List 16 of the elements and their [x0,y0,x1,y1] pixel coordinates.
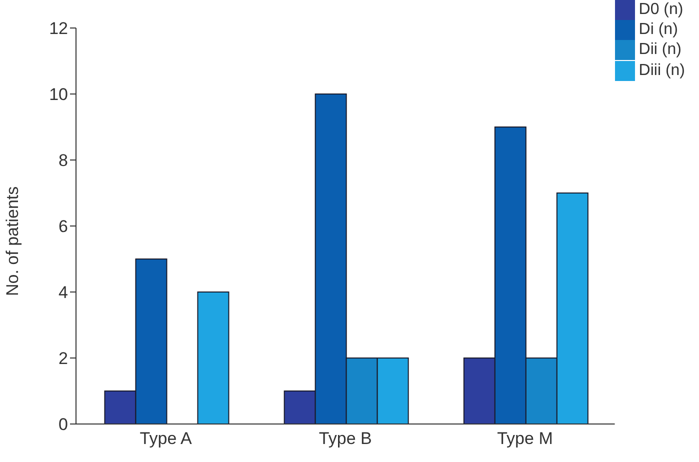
y-tick-label: 0 [58,415,68,434]
y-tick-label: 2 [58,349,68,368]
y-tick-label: 10 [49,85,68,104]
y-tick-label: 8 [58,151,68,170]
legend-label: Di (n) [638,21,678,38]
y-tick-label: 6 [58,217,68,236]
legend-label: D0 (n) [638,1,684,18]
y-tick-label: 4 [58,283,68,302]
x-tick-label: Type A [140,429,192,448]
y-tick-label: 12 [49,19,68,38]
y-axis-title: No. of patients [3,186,22,296]
legend-label: Dii (n) [638,42,682,59]
legend-label: Diii (n) [638,62,685,79]
x-tick-label: Type B [318,429,372,448]
bar [197,292,230,424]
x-tick-label: Type M [497,429,553,448]
